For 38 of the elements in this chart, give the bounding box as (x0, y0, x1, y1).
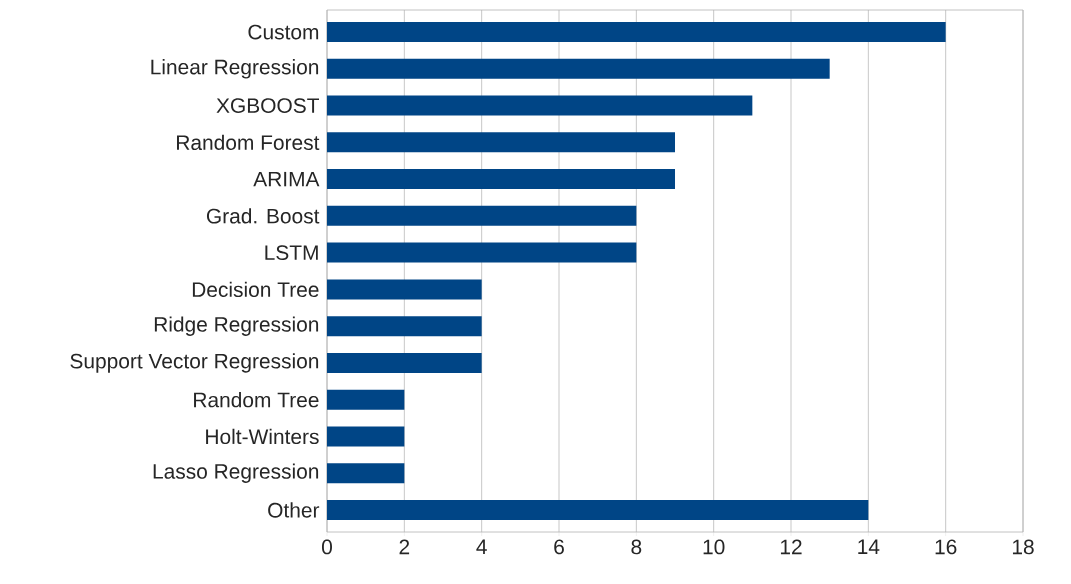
bar (327, 169, 675, 190)
x-tick-label: 14 (858, 539, 880, 554)
x-tick-label: 2 (399, 539, 410, 555)
y-tick-label: LSTM (265, 245, 318, 261)
y-tick-label: Ridge Regression (154, 316, 319, 336)
bar (327, 132, 675, 153)
bar (327, 499, 869, 520)
y-tick-label: ARIMA (253, 171, 320, 187)
bar (327, 58, 830, 79)
x-tick-label: 12 (780, 539, 802, 555)
bar (327, 316, 482, 337)
bar (327, 22, 946, 43)
x-tick-label: 0 (322, 539, 332, 555)
bar (327, 426, 405, 447)
bar (327, 205, 637, 226)
y-tick-label: Support Vector Regression (70, 353, 319, 373)
y-tick-label: Other (268, 502, 320, 518)
x-tick-label: 16 (935, 539, 957, 555)
bar (327, 463, 405, 484)
y-tick-label: Random Tree (194, 391, 319, 408)
bar (327, 95, 753, 116)
bar (327, 352, 482, 373)
y-tick-label: Holt-Winters (206, 428, 319, 445)
x-tick-label: 8 (631, 539, 642, 555)
x-tick-label: 18 (1012, 539, 1034, 555)
x-tick-label: 10 (703, 539, 725, 555)
bar (327, 242, 637, 263)
y-tick-label: Custom (248, 24, 319, 40)
y-tick-label: XGBOOST (216, 98, 320, 113)
bar (327, 389, 405, 410)
x-tick-label: 6 (554, 539, 564, 555)
bar (327, 279, 482, 300)
y-tick-label: Lasso Regression (153, 463, 319, 483)
y-tick-label: Random Forest (177, 134, 320, 151)
y-tick-label: Linear Regression (151, 59, 319, 79)
y-tick-label: Grad. Boost (206, 208, 320, 224)
x-tick-label: 4 (476, 539, 487, 554)
y-tick-label: Decision Tree (192, 281, 319, 298)
